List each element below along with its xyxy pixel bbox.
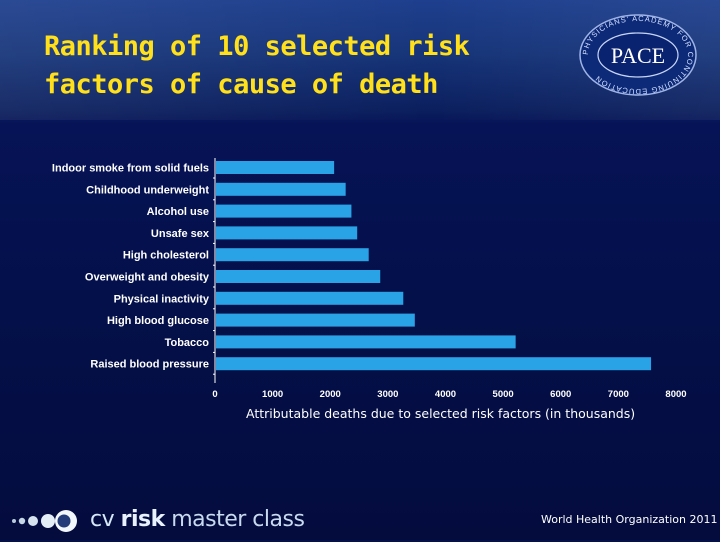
x-tick-label: 3000 (377, 389, 398, 400)
source-citation: World Health Organization 2011 (541, 513, 718, 526)
x-tick-label: 2000 (320, 389, 341, 400)
x-axis-label: Attributable deaths due to selected risk… (246, 406, 636, 421)
title-line-1: Ranking of 10 selected risk (44, 31, 470, 62)
x-tick-label: 8000 (665, 389, 686, 400)
title-line-2: factors of cause of death (44, 69, 438, 100)
bar-overweight-and-obesity (216, 270, 381, 283)
x-tick-label: 4000 (435, 389, 456, 400)
bar-high-cholesterol (216, 248, 369, 262)
brand-master-class: master class (164, 507, 305, 532)
x-tick-label: 7000 (608, 389, 629, 400)
logo-wordmark: PACE (611, 43, 665, 68)
bar-chart: Indoor smoke from solid fuels Childhood u… (52, 158, 687, 400)
x-tick-label: 5000 (493, 389, 514, 400)
category-label: Tobacco (165, 337, 210, 349)
category-label: Raised blood pressure (90, 359, 209, 371)
category-label: Alcohol use (147, 206, 209, 218)
category-label: Indoor smoke from solid fuels (52, 163, 209, 175)
category-label: High cholesterol (123, 250, 209, 262)
pace-logo: PHYSICIANS' ACADEMY FOR CONTINUING EDUCA… (579, 14, 697, 96)
x-tick-label: 1000 (262, 389, 283, 400)
category-label: Unsafe sex (151, 228, 210, 240)
brand-dots-icon (12, 510, 77, 532)
bar-alcohol-use (216, 204, 352, 218)
bar-raised-blood-pressure (216, 357, 652, 371)
x-tick-label: 6000 (550, 389, 571, 400)
brand-wordmark: cv risk master class (90, 507, 305, 532)
x-tick-label: 0 (212, 389, 217, 400)
bar-physical-inactivity (216, 291, 404, 305)
bar-indoor-smoke-from-solid-fuels (216, 161, 335, 174)
brand-cv: cv (90, 507, 121, 532)
category-label: Overweight and obesity (85, 272, 210, 284)
category-label: Childhood underweight (86, 184, 209, 196)
bar-high-blood-glucose (216, 313, 415, 327)
slide-title: Ranking of 10 selected risk factors of c… (44, 28, 564, 104)
category-label: High blood glucose (107, 315, 209, 327)
bar-tobacco (216, 335, 516, 349)
category-label: Physical inactivity (114, 293, 210, 305)
bar-unsafe-sex (216, 226, 358, 240)
bar-childhood-underweight (216, 182, 346, 196)
brand-risk: risk (120, 507, 166, 532)
brand-footer: cv risk master class (8, 503, 308, 537)
